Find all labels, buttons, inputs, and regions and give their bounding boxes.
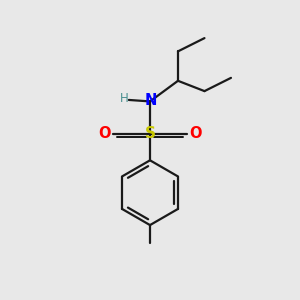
Text: N: N <box>144 93 157 108</box>
Text: H: H <box>120 92 129 105</box>
Text: S: S <box>145 126 155 141</box>
Text: O: O <box>99 126 111 141</box>
Text: O: O <box>189 126 201 141</box>
